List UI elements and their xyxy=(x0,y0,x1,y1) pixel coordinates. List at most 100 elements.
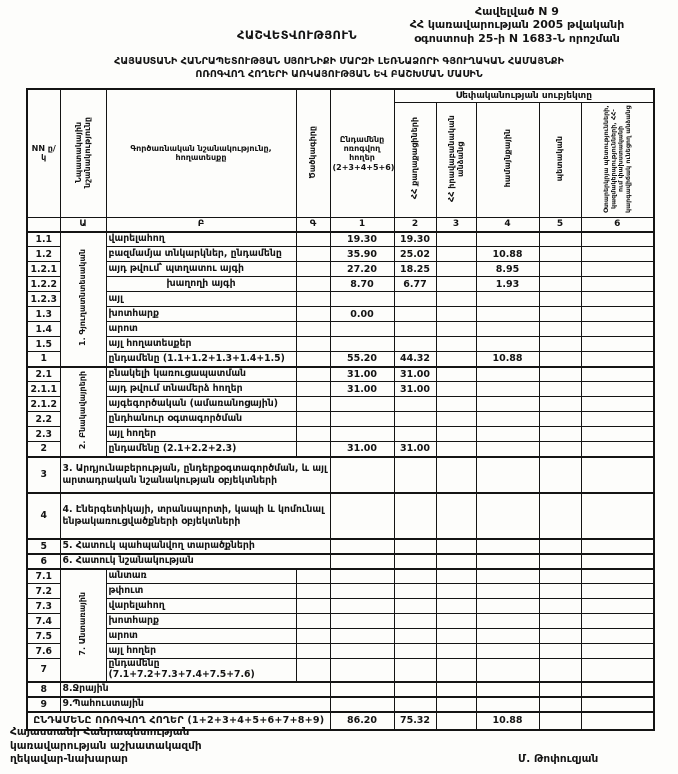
table-row: 1.2.3 այլ xyxy=(26,291,655,308)
value-cell xyxy=(580,396,655,413)
land-type-cell: այդ թվում տնամերձ հողեր xyxy=(105,381,297,398)
table-row: 6 6. Հատուկ նշանակության xyxy=(26,552,655,570)
value-cell xyxy=(329,643,395,660)
value-cell xyxy=(393,552,437,570)
code-cell xyxy=(295,291,331,308)
land-type-cell: այլ xyxy=(105,291,297,308)
table-row: 4 4. Էներգետիկայի, տրանսպորտի, կապի և կոմ… xyxy=(26,491,655,540)
value-cell xyxy=(580,365,655,383)
value-cell xyxy=(580,411,655,428)
org-line: կառավարության աշխատակազմի xyxy=(10,739,202,752)
value-cell xyxy=(329,598,395,615)
land-category-cell: 3. Արդյունաբերության, ընդերքօգտագործման,… xyxy=(59,455,331,494)
row-number-cell: 1.2.1 xyxy=(26,261,61,278)
value-cell xyxy=(329,291,395,308)
code-cell xyxy=(295,365,331,383)
value-cell: 10.88 xyxy=(475,710,540,731)
value-cell xyxy=(393,567,437,585)
value-cell xyxy=(435,613,477,630)
letter-cell: 4 xyxy=(475,216,540,233)
land-category-cell: 4. Էներգետիկայի, տրանսպորտի, կապի և կոմո… xyxy=(59,491,331,540)
land-type-cell: խոտհարք xyxy=(105,306,297,323)
value-cell xyxy=(580,261,655,278)
col-header-purpose: Նպատակային նշանակությունը xyxy=(59,88,107,218)
value-cell xyxy=(538,381,582,398)
row-number-cell: 5 xyxy=(26,537,61,555)
value-cell xyxy=(580,291,655,308)
grand-total-label: ԸՆԴԱՄԵՆԸ ՈՌՈԳՎՈՂ ՀՈՂԵՐ (1+2+3+4+5+6+7+8+… xyxy=(26,710,331,731)
value-cell xyxy=(580,246,655,263)
col-header-citizens: ՀՀ քաղաքացիների xyxy=(393,101,437,218)
grand-total-row: ԸՆԴԱՄԵՆԸ ՈՌՈԳՎՈՂ ՀՈՂԵՐ (1+2+3+4+5+6+7+8+… xyxy=(26,710,655,731)
code-cell xyxy=(295,643,331,660)
appendix-line: Հավելված N 9 xyxy=(475,5,559,18)
land-type-cell: ընդամենը (7.1+7.2+7.3+7.4+7.5+7.6) xyxy=(105,658,297,683)
code-cell xyxy=(295,306,331,323)
col-header-foreign: Օտարերկրյա պետությունների, կազմակերպությ… xyxy=(580,101,655,218)
value-cell xyxy=(580,583,655,600)
value-cell xyxy=(475,658,540,683)
value-cell xyxy=(393,396,437,413)
value-cell xyxy=(475,583,540,600)
table-row: 7.2 թփուտ xyxy=(26,583,655,600)
value-cell xyxy=(435,491,477,540)
value-cell xyxy=(435,583,477,600)
value-cell xyxy=(435,658,477,683)
value-cell xyxy=(393,306,437,323)
value-cell xyxy=(538,261,582,278)
row-number-cell: 1.2.2 xyxy=(26,276,61,293)
value-cell xyxy=(538,306,582,323)
report-label: ՀԱՇՎԵՏՎՈՒԹՅՈՒՆ xyxy=(237,28,357,42)
code-cell xyxy=(295,336,331,353)
code-cell xyxy=(295,261,331,278)
value-cell xyxy=(329,552,395,570)
land-type-cell: այլ հողեր xyxy=(105,643,297,660)
row-number-cell: 1 xyxy=(26,351,61,368)
value-cell xyxy=(538,426,582,443)
value-cell xyxy=(329,411,395,428)
row-number-cell: 2.2 xyxy=(26,411,61,428)
land-category-cell: 9.Պահուստային xyxy=(59,695,331,713)
value-cell: 27.20 xyxy=(329,261,395,278)
table-row: 2 ընդամենը (2.1+2.2+2.3) 31.00 31.00 xyxy=(26,441,655,458)
land-type-cell: խաղողի այգի xyxy=(105,276,297,293)
value-cell xyxy=(475,306,540,323)
letter-cell xyxy=(26,216,61,233)
value-cell xyxy=(580,537,655,555)
value-cell xyxy=(329,426,395,443)
row-number-cell: 1.3 xyxy=(26,306,61,323)
table-body: 1.1 1. Գյուղատնտեսական վարելահող 19.30 19.30… xyxy=(26,230,655,731)
section-label: 7. Անտառային xyxy=(78,591,88,656)
table-row: 1.3 խոտհարք 0.00 xyxy=(26,306,655,323)
value-cell xyxy=(538,552,582,570)
value-cell xyxy=(435,321,477,338)
value-cell xyxy=(538,276,582,293)
value-cell xyxy=(475,567,540,585)
value-cell xyxy=(538,396,582,413)
value-cell xyxy=(435,396,477,413)
value-cell xyxy=(393,336,437,353)
letter-cell: 2 xyxy=(393,216,437,233)
value-cell xyxy=(538,695,582,713)
value-cell xyxy=(580,276,655,293)
value-cell xyxy=(475,365,540,383)
col-header-name: Գործառնական նշանակությունը, հողատեսքը xyxy=(105,88,297,218)
report-title-line1: ՀԱՅԱՍՏԱՆԻ ՀԱՆՐԱՊԵՏՈՒԹՅԱՆ ՍՅՈՒՆԻՔԻ ՄԱՐԶԻ … xyxy=(114,56,564,67)
signer-name: Մ. Թոփուզյան xyxy=(518,753,599,765)
value-cell xyxy=(538,567,582,585)
land-type-cell: ընդամենը (1.1+1.2+1.3+1.4+1.5) xyxy=(105,351,297,368)
value-cell xyxy=(538,336,582,353)
value-cell: 19.30 xyxy=(329,230,395,248)
land-type-cell: վարելահող xyxy=(105,598,297,615)
value-cell xyxy=(475,381,540,398)
value-cell xyxy=(329,396,395,413)
land-type-cell: թփուտ xyxy=(105,583,297,600)
value-cell xyxy=(475,643,540,660)
table-row: 1.2 բազմամյա տնկարկներ, ընդամենը 35.90 25.0… xyxy=(26,246,655,263)
code-cell xyxy=(295,441,331,458)
value-cell xyxy=(393,658,437,683)
value-cell: 10.88 xyxy=(475,246,540,263)
column-letter-row: Ա Բ Գ 1 2 3 4 5 6 xyxy=(26,216,655,233)
value-cell xyxy=(538,537,582,555)
code-cell xyxy=(295,426,331,443)
